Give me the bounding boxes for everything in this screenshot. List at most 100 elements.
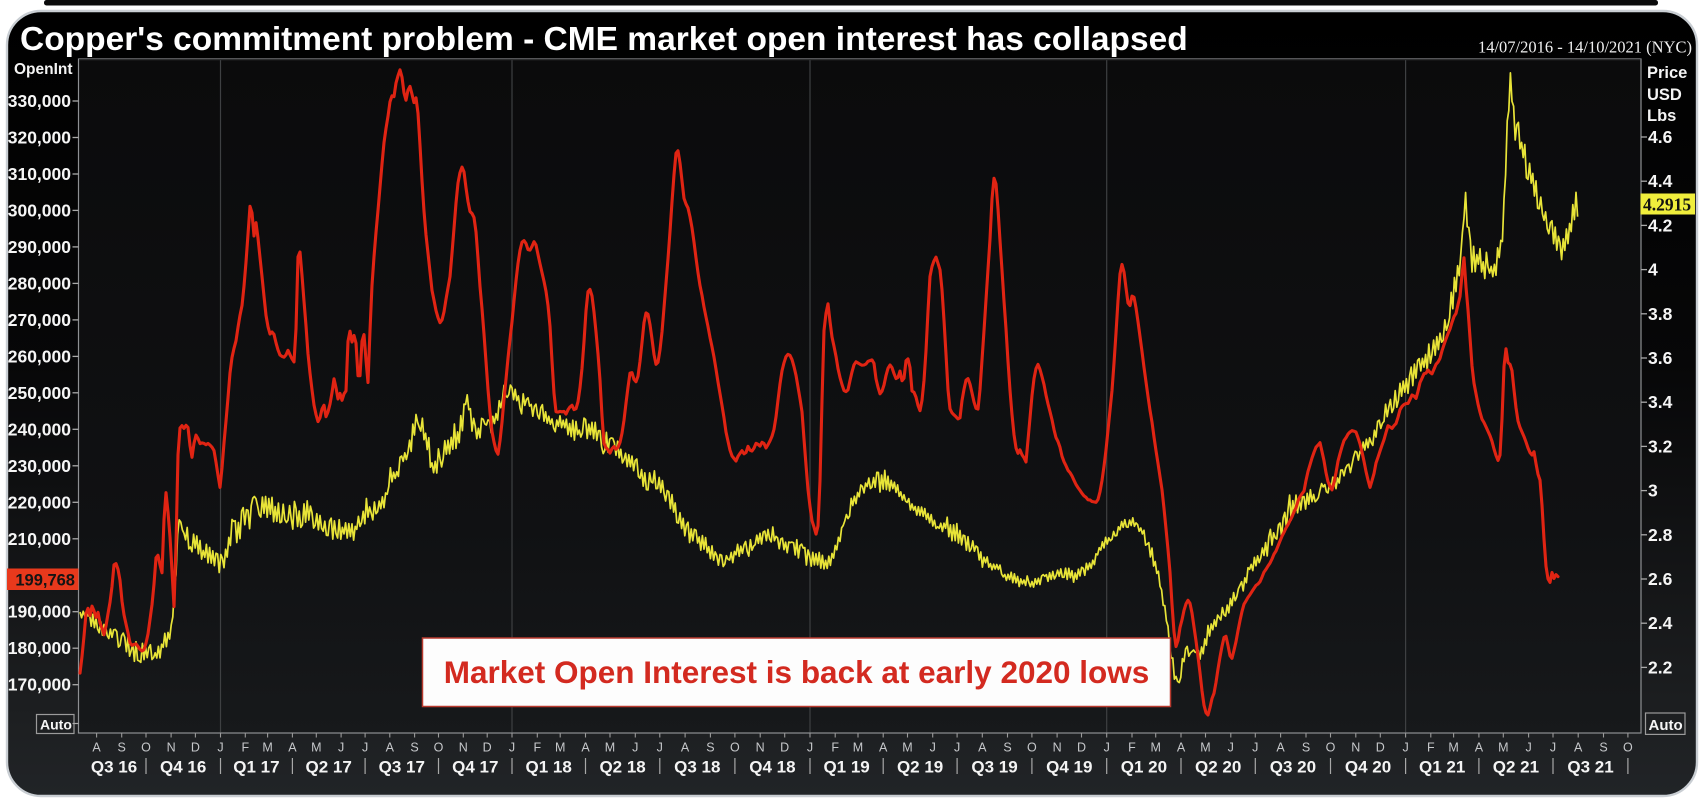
svg-text:J: J (1550, 741, 1556, 755)
svg-text:4.2: 4.2 (1648, 215, 1673, 235)
svg-text:J: J (1228, 741, 1234, 755)
svg-text:F: F (241, 741, 249, 755)
svg-text:Market Open Interest is back a: Market Open Interest is back at early 20… (444, 654, 1150, 690)
svg-text:Q2 21: Q2 21 (1493, 758, 1539, 777)
svg-text:4.2915: 4.2915 (1643, 195, 1691, 215)
svg-text:2.8: 2.8 (1648, 525, 1673, 545)
svg-text:3.8: 3.8 (1648, 304, 1673, 324)
svg-text:O: O (434, 741, 444, 755)
svg-text:A: A (879, 741, 888, 755)
svg-text:260,000: 260,000 (8, 346, 72, 366)
svg-text:M: M (1448, 741, 1458, 755)
svg-text:F: F (1128, 741, 1136, 755)
svg-text:Q3 21: Q3 21 (1567, 758, 1613, 777)
svg-text:S: S (410, 741, 418, 755)
svg-text:Copper's commitment problem -: Copper's commitment problem - CME market… (20, 21, 1188, 58)
svg-text:Q3 16: Q3 16 (91, 758, 137, 777)
svg-text:290,000: 290,000 (8, 237, 72, 257)
svg-text:3: 3 (1648, 481, 1658, 501)
svg-text:O: O (1326, 741, 1336, 755)
svg-text:F: F (831, 741, 839, 755)
svg-text:A: A (978, 741, 987, 755)
svg-text:4: 4 (1648, 260, 1658, 280)
svg-text:J: J (1252, 741, 1258, 755)
svg-text:J: J (217, 741, 223, 755)
svg-text:3.2: 3.2 (1648, 436, 1673, 456)
svg-text:M: M (605, 741, 615, 755)
svg-text:Lbs: Lbs (1647, 107, 1676, 125)
svg-text:M: M (902, 741, 912, 755)
svg-text:A: A (386, 741, 395, 755)
svg-text:Price: Price (1647, 64, 1687, 82)
svg-text:USD: USD (1647, 86, 1682, 104)
svg-text:Q2 17: Q2 17 (306, 758, 352, 777)
svg-text:D: D (1376, 741, 1385, 755)
svg-text:220,000: 220,000 (8, 492, 72, 512)
svg-text:Q1 18: Q1 18 (526, 758, 572, 777)
svg-text:A: A (681, 741, 690, 755)
svg-text:F: F (533, 741, 541, 755)
svg-text:S: S (1003, 741, 1011, 755)
svg-text:J: J (657, 741, 663, 755)
svg-text:Q4 20: Q4 20 (1345, 758, 1391, 777)
svg-text:A: A (288, 741, 297, 755)
svg-text:J: J (338, 741, 344, 755)
svg-text:Q2 18: Q2 18 (599, 758, 645, 777)
svg-text:Q3 20: Q3 20 (1270, 758, 1316, 777)
svg-text:O: O (730, 741, 740, 755)
svg-text:4.6: 4.6 (1648, 127, 1673, 147)
svg-text:J: J (1104, 741, 1110, 755)
svg-text:Q3 17: Q3 17 (379, 758, 425, 777)
svg-text:Q2 19: Q2 19 (897, 758, 943, 777)
svg-text:J: J (954, 741, 960, 755)
svg-text:A: A (581, 741, 590, 755)
svg-text:240,000: 240,000 (8, 419, 72, 439)
svg-text:310,000: 310,000 (8, 164, 72, 184)
svg-text:Q1 21: Q1 21 (1419, 758, 1465, 777)
svg-text:D: D (1077, 741, 1086, 755)
svg-text:OpenInt: OpenInt (14, 61, 73, 78)
svg-text:N: N (756, 741, 765, 755)
svg-text:O: O (1623, 741, 1633, 755)
svg-text:A: A (1276, 741, 1285, 755)
svg-text:Q4 18: Q4 18 (749, 758, 795, 777)
svg-text:Q1 19: Q1 19 (823, 758, 869, 777)
svg-text:A: A (92, 741, 101, 755)
svg-text:J: J (1525, 741, 1531, 755)
svg-text:2.6: 2.6 (1648, 569, 1673, 589)
svg-text:F: F (1427, 741, 1435, 755)
svg-text:3.6: 3.6 (1648, 348, 1673, 368)
svg-text:N: N (1053, 741, 1062, 755)
svg-text:M: M (262, 741, 272, 755)
svg-text:2.2: 2.2 (1648, 657, 1673, 677)
svg-text:M: M (555, 741, 565, 755)
svg-text:M: M (853, 741, 863, 755)
svg-text:Q2 20: Q2 20 (1195, 758, 1241, 777)
svg-text:250,000: 250,000 (8, 383, 72, 403)
svg-text:J: J (509, 741, 515, 755)
svg-text:3.4: 3.4 (1648, 392, 1673, 412)
svg-text:A: A (1177, 741, 1186, 755)
svg-text:320,000: 320,000 (8, 128, 72, 148)
svg-text:O: O (141, 741, 151, 755)
svg-text:A: A (1475, 741, 1484, 755)
svg-text:Q4 17: Q4 17 (452, 758, 498, 777)
svg-text:230,000: 230,000 (8, 456, 72, 476)
svg-text:Q3 19: Q3 19 (971, 758, 1017, 777)
svg-text:199,768: 199,768 (15, 572, 75, 590)
svg-text:180,000: 180,000 (8, 638, 72, 658)
svg-text:Q3 18: Q3 18 (674, 758, 720, 777)
svg-text:N: N (167, 741, 176, 755)
svg-text:O: O (1027, 741, 1037, 755)
svg-text:J: J (930, 741, 936, 755)
svg-text:S: S (706, 741, 714, 755)
svg-text:J: J (807, 741, 813, 755)
svg-text:210,000: 210,000 (8, 529, 72, 549)
svg-text:300,000: 300,000 (8, 200, 72, 220)
svg-text:S: S (1302, 741, 1310, 755)
svg-text:4.4: 4.4 (1648, 171, 1673, 191)
svg-text:S: S (1599, 741, 1607, 755)
svg-text:190,000: 190,000 (8, 602, 72, 622)
svg-text:Auto: Auto (1649, 717, 1683, 734)
svg-text:J: J (362, 741, 368, 755)
